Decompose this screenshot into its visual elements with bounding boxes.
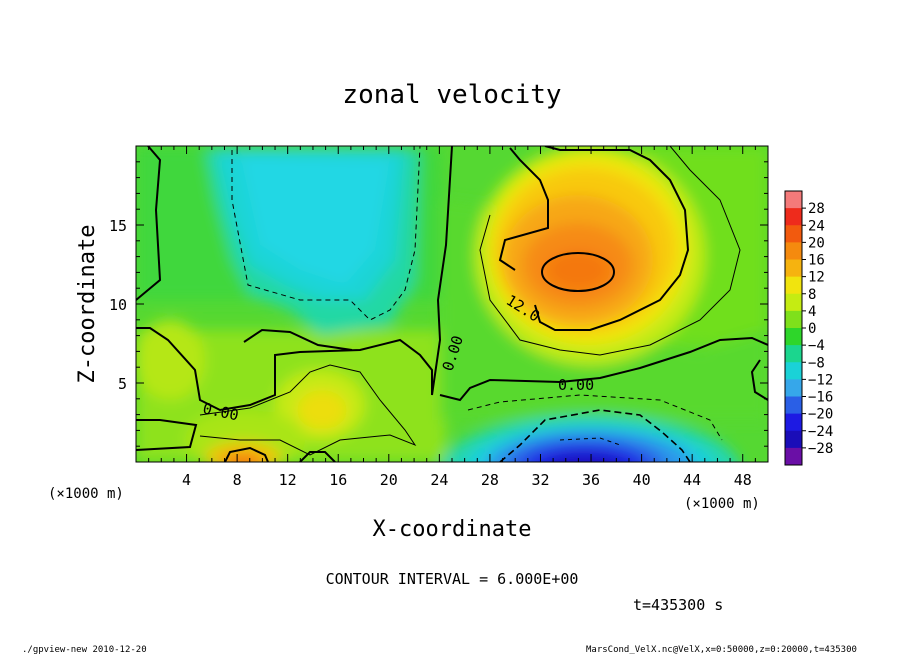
x-tick-label: 48 <box>734 471 752 489</box>
colorbar-label: −20 <box>808 407 833 423</box>
x-unit-label: (×1000 m) <box>48 486 124 502</box>
x-tick-label: 24 <box>430 471 448 489</box>
chart-title: zonal velocity <box>342 80 561 110</box>
colorbar-swatch <box>785 293 802 312</box>
x-tick-label: 32 <box>531 471 549 489</box>
colorbar-label: 8 <box>808 287 816 303</box>
colorbar-swatch <box>785 208 802 226</box>
colorbar-swatch <box>785 191 802 209</box>
colorbar-swatch <box>785 362 802 380</box>
contour-label: 0.00 <box>558 376 594 394</box>
colorbar-label: 20 <box>808 235 825 251</box>
colorbar-label: −24 <box>808 424 833 440</box>
colorbar-swatch <box>785 242 802 260</box>
x-tick-label: 12 <box>279 471 297 489</box>
colorbar-label: −8 <box>808 355 825 371</box>
colorbar-swatch <box>785 430 802 449</box>
y-axis: 5 10 15 <box>109 145 768 463</box>
x-unit-label-right: (×1000 m) <box>684 496 760 512</box>
time-text: t=435300 s <box>633 596 723 614</box>
contour-interval-text: CONTOUR INTERVAL = 6.000E+00 <box>326 570 579 588</box>
colorbar-swatch <box>785 276 802 295</box>
y-tick-label: 15 <box>109 217 127 235</box>
y-tick-label: 5 <box>118 375 127 393</box>
colorbar-swatch <box>785 225 802 243</box>
y-tick-label: 10 <box>109 296 127 314</box>
colorbar-label: 28 <box>808 201 825 217</box>
colorbar-swatch <box>785 396 802 415</box>
x-tick-label: 44 <box>683 471 701 489</box>
colorbar-label: 4 <box>808 304 816 320</box>
colorbar-label: −28 <box>808 441 833 457</box>
colorbar-label: −4 <box>808 338 825 354</box>
colorbar-swatch <box>785 413 802 432</box>
x-tick-label: 36 <box>582 471 600 489</box>
colorbar-label: 24 <box>808 218 825 234</box>
x-tick-label: 8 <box>233 471 242 489</box>
colorbar-swatch <box>785 447 802 466</box>
heatmap-field <box>136 146 768 462</box>
colorbar-swatch <box>785 310 802 329</box>
colorbar-label: 12 <box>808 270 825 286</box>
x-tick-label: 20 <box>380 471 398 489</box>
colorbar-label: −12 <box>808 372 833 388</box>
colorbar-swatch <box>785 259 802 278</box>
colorbar-swatch <box>785 379 802 397</box>
colorbar-swatch <box>785 345 802 363</box>
x-tick-label: 40 <box>633 471 651 489</box>
colorbar-label: 0 <box>808 321 816 337</box>
x-axis: 4 8 12 16 20 24 28 32 36 40 44 48 <box>135 146 769 489</box>
x-axis-label: X-coordinate <box>373 517 532 542</box>
footer-left: ./gpview-new 2010-12-20 <box>22 645 147 654</box>
colorbar-label: −16 <box>808 390 833 406</box>
x-tick-label: 28 <box>481 471 499 489</box>
y-axis-label: Z-coordinate <box>75 225 100 384</box>
x-tick-label: 16 <box>329 471 347 489</box>
x-tick-label: 4 <box>182 471 191 489</box>
colorbar-swatch <box>785 328 802 346</box>
colorbar-label: 16 <box>808 253 825 269</box>
footer-right: MarsCond_VelX.nc@VelX,x=0:50000,z=0:2000… <box>586 645 857 654</box>
